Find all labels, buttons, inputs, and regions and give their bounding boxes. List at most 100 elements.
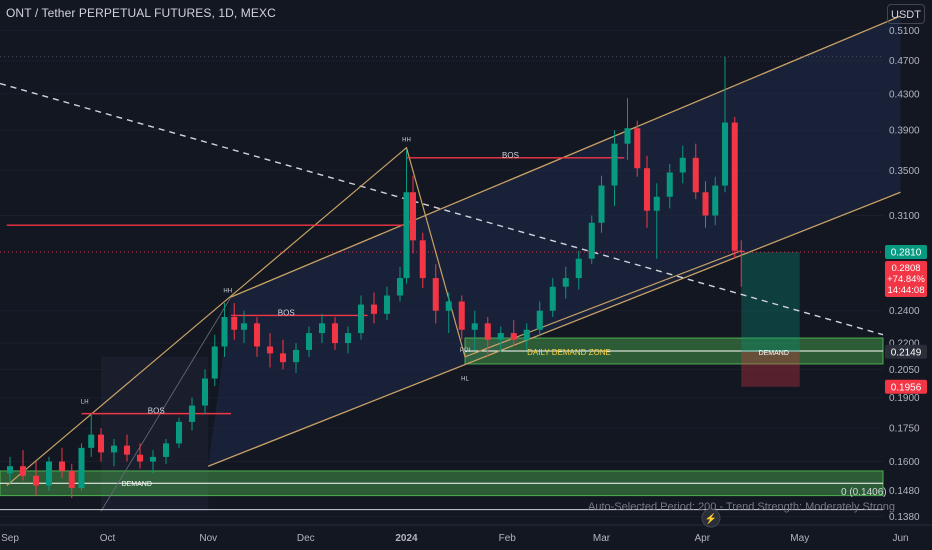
candle-body: [149, 456, 157, 462]
candle-body: [432, 278, 439, 311]
candle-body: [68, 470, 75, 489]
candle-body: [240, 323, 248, 330]
y-tick-label: 0.3100: [889, 211, 920, 222]
candles-layer: [6, 56, 745, 499]
price-tag-poi: 0.2149: [891, 347, 922, 358]
x-tick-label: 2024: [395, 533, 418, 544]
candle-body: [6, 466, 14, 474]
candle-body: [588, 222, 595, 259]
axis-layer: 0.5100 0.4700 0.4300 0.3900 0.3500 0.3100 0.24…: [0, 26, 932, 544]
candle-body: [175, 421, 183, 444]
zone-label-demand: DEMAND: [122, 481, 152, 488]
x-tick-label: May: [790, 533, 809, 544]
structure-label-poi: POI: [460, 348, 471, 354]
y-tick-label: 0.1900: [889, 393, 920, 404]
candle-body: [738, 250, 745, 253]
candle-body: [692, 157, 699, 193]
target-box: [741, 252, 800, 352]
candle-body: [458, 301, 465, 330]
candle-body: [211, 346, 218, 379]
previous-range-box: [101, 356, 209, 512]
stop-box: [741, 351, 800, 387]
candle-body: [510, 333, 517, 340]
candle-body: [110, 445, 118, 453]
candle-body: [231, 316, 238, 330]
candle-body: [123, 445, 131, 455]
structure-label-bos: BOS: [148, 407, 165, 416]
current-price-label: 0.2808: [891, 263, 920, 274]
channel-upper-line: [230, 15, 901, 298]
candle-body: [201, 378, 209, 406]
y-tick-label: 0.5100: [889, 26, 920, 37]
candle-body: [32, 475, 40, 486]
x-tick-label: Apr: [694, 533, 710, 544]
candle-body: [497, 333, 504, 340]
y-tick-label: 0.4700: [889, 56, 920, 67]
candle-body: [331, 323, 339, 344]
zones-layer: [0, 16, 901, 512]
chart-title: ONT / Tether PERPETUAL FUTURES, 1D, MEXC: [6, 6, 276, 20]
price-tag-green: 0.2810: [891, 248, 922, 259]
candle-body: [58, 461, 66, 471]
x-tick-label: Sep: [1, 533, 19, 544]
candle-body: [471, 323, 478, 330]
trend-strength-footer: Auto-Selected Period: 200 - Trend Streng…: [588, 501, 895, 513]
candle-body: [611, 143, 618, 186]
candle-body: [279, 353, 287, 363]
y-tick-label: 0.3900: [889, 126, 920, 137]
currency-selector[interactable]: USDT: [887, 4, 925, 24]
candle-body: [78, 447, 85, 489]
candle-body: [419, 240, 426, 279]
candle-body: [221, 316, 228, 347]
y-tick-label: 0.3500: [889, 166, 920, 177]
candle-body: [344, 333, 352, 344]
current-price-change: +74.84%: [887, 274, 925, 285]
candle-body: [549, 286, 556, 311]
candle-body: [188, 405, 196, 422]
candle-body: [318, 323, 326, 334]
y-tick-label: 0.1750: [889, 424, 920, 435]
bolt-icon: [701, 508, 721, 528]
candle-body: [292, 349, 300, 363]
candle-body: [266, 346, 274, 354]
candle-body: [634, 128, 641, 169]
candle-body: [523, 329, 530, 340]
candle-body: [721, 122, 729, 186]
candle-body: [598, 185, 605, 223]
candle-body: [403, 192, 410, 279]
price-tag-poi-bg: [885, 344, 927, 359]
candle-body: [731, 122, 738, 251]
lines-layer: [0, 15, 901, 512]
fan-line: [100, 296, 232, 512]
zone-label-daily-demand: DAILY DEMAND ZONE: [527, 348, 611, 357]
y-tick-label: 0.2050: [889, 365, 920, 376]
structure-label-lh: LH: [81, 400, 89, 406]
candle-body: [97, 434, 105, 453]
candle-body: [666, 172, 673, 197]
bar-countdown: 14:44:08: [888, 285, 925, 296]
candle-body: [712, 185, 719, 216]
structure-label-hh: HH: [223, 289, 232, 295]
candle-body: [370, 304, 378, 314]
candle-body: [357, 304, 365, 334]
x-tick-label: Feb: [499, 533, 517, 544]
candle-body: [253, 323, 261, 347]
x-tick-label: Dec: [297, 533, 315, 544]
candle-body: [653, 196, 660, 211]
y-tick-label: 0.2200: [889, 339, 920, 350]
structure-zigzag: [6, 146, 742, 487]
labels-layer: LH BOS HH BOS HH BOS POI HL DEMAND DAILY DEMAND Z…: [81, 138, 789, 488]
candle-body: [19, 466, 27, 476]
candle-body: [162, 443, 170, 457]
candle-body: [536, 310, 543, 330]
structure-label-hl: HL: [461, 376, 469, 382]
x-tick-label: Jun: [892, 533, 908, 544]
x-tick-label: Nov: [199, 533, 217, 544]
current-price-box: [885, 261, 927, 298]
candle-body: [88, 434, 95, 448]
y-tick-label: 0.4300: [889, 89, 920, 100]
candle-body: [702, 192, 709, 216]
candle-body: [409, 192, 417, 241]
